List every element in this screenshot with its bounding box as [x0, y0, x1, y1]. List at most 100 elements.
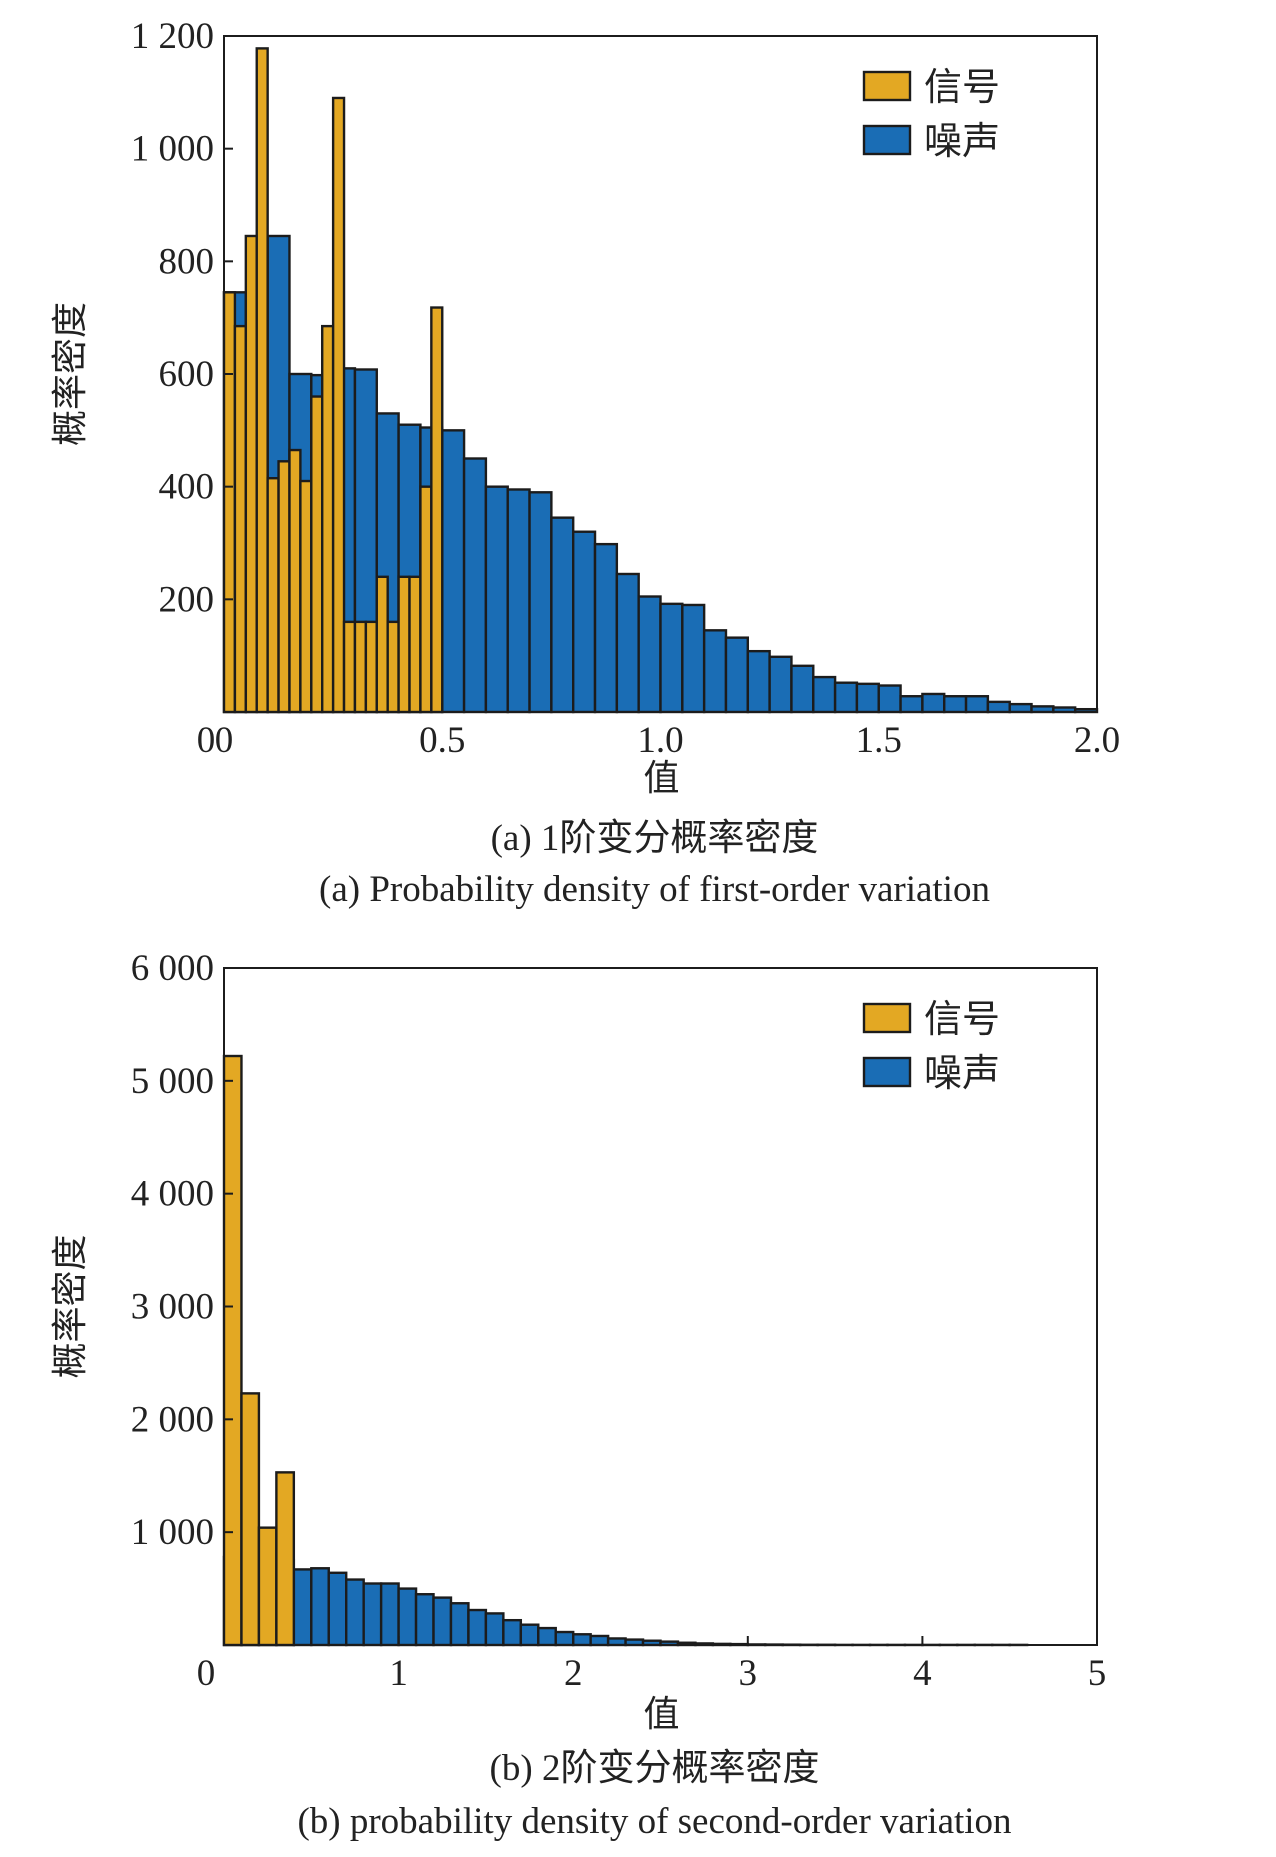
noise-bar	[310, 1567, 330, 1647]
signal-bar	[310, 395, 324, 714]
legend-swatch-noise	[862, 1056, 912, 1088]
noise-bar	[554, 1630, 575, 1647]
signal-bar	[240, 1392, 261, 1647]
noise-bar	[921, 692, 946, 714]
signal-bar	[408, 575, 422, 714]
y-tick-label: 200	[159, 579, 215, 620]
series-noise	[222, 1555, 1029, 1647]
noise-bar	[986, 700, 1011, 714]
x-tick-label: 1	[389, 1653, 408, 1694]
noise-bar	[899, 695, 924, 714]
signal-bar	[255, 47, 269, 714]
x-tick-label: 2	[564, 1653, 583, 1694]
signal-bar	[275, 1471, 296, 1647]
noise-bar	[414, 1593, 435, 1647]
y-tick-label: 1 000	[131, 129, 214, 170]
signal-bar	[266, 477, 280, 714]
legend-label-signal: 信号	[924, 997, 1000, 1041]
noise-bar	[345, 1578, 365, 1647]
noise-bar	[833, 681, 859, 714]
signal-bar	[299, 479, 313, 714]
signal-bar	[430, 306, 444, 714]
noise-bar	[589, 1634, 610, 1647]
y-tick-label: 400	[159, 467, 215, 508]
x-origin-label: 0	[197, 1653, 216, 1694]
legend-swatch-noise	[862, 124, 912, 156]
signal-bar	[222, 1054, 243, 1647]
noise-bar	[943, 695, 968, 714]
x-tick-label: 4	[913, 1653, 932, 1694]
signal-bar	[386, 620, 400, 714]
legend-label-signal: 信号	[924, 65, 1000, 109]
y-tick-label: 2 000	[131, 1399, 214, 1440]
noise-bar	[746, 649, 771, 714]
x-tick-label: 0	[215, 720, 234, 761]
noise-bar	[724, 636, 749, 714]
noise-bar	[519, 1623, 540, 1647]
noise-bar	[550, 516, 575, 714]
chart-2: 1 000 2 000 3 000 4 000 5 000 6 000 0 1 2 3 4 5 值 概率密…	[50, 948, 1106, 1842]
noise-bar	[462, 457, 488, 714]
y-tick-label: 5 000	[131, 1061, 214, 1102]
noise-bar	[877, 684, 902, 714]
noise-bar	[432, 1596, 453, 1647]
y-axis-label: 概率密度	[50, 1234, 91, 1378]
noise-bar	[1008, 702, 1033, 714]
series-signal	[222, 1054, 296, 1647]
noise-bar	[593, 542, 619, 714]
signal-bar	[331, 96, 346, 714]
x-origin-label: 0	[197, 720, 216, 761]
signal-bar	[222, 291, 237, 714]
noise-bar	[615, 572, 640, 714]
y-tick-label: 6 000	[131, 948, 214, 989]
noise-bar	[790, 664, 815, 714]
noise-bar	[441, 429, 466, 714]
legend-label-noise: 噪声	[924, 119, 1000, 163]
caption-cn: (a) 1阶变分概率密度	[491, 817, 819, 859]
noise-bar	[528, 491, 553, 714]
caption-cn: (b) 2阶变分概率密度	[490, 1747, 820, 1789]
noise-bar	[327, 1571, 348, 1647]
noise-bar	[681, 603, 706, 714]
signal-bar	[342, 620, 357, 714]
signal-bar	[321, 324, 335, 714]
noise-bar	[292, 1568, 313, 1647]
signal-bar	[233, 324, 248, 714]
signal-bar	[419, 485, 433, 714]
noise-bar	[572, 530, 597, 714]
noise-bar	[449, 1602, 470, 1647]
x-tick-label: 3	[739, 1653, 758, 1694]
signal-bar	[397, 575, 411, 714]
x-axis-label: 值	[643, 1694, 679, 1735]
noise-bar	[537, 1626, 557, 1647]
noise-bar	[506, 488, 531, 714]
noise-bar	[572, 1633, 592, 1647]
noise-bar	[467, 1608, 488, 1647]
x-axis-label: 值	[643, 758, 679, 799]
noise-bar	[484, 485, 509, 714]
y-tick-label: 1 200	[131, 16, 214, 57]
series-signal	[222, 47, 444, 714]
legend-label-noise: 噪声	[924, 1051, 1000, 1095]
noise-bar	[659, 602, 684, 714]
noise-bar	[362, 1582, 383, 1647]
y-axis-label: 概率密度	[50, 302, 91, 446]
x-tick-label: 1.5	[856, 720, 902, 761]
noise-bar	[484, 1612, 505, 1647]
y-tick-label: 1 000	[131, 1512, 214, 1553]
noise-bar	[964, 695, 990, 714]
caption-en: (a) Probability density of first-order v…	[319, 869, 990, 910]
signal-bar	[353, 620, 368, 714]
signal-bar	[288, 448, 302, 714]
y-tick-label: 3 000	[131, 1287, 214, 1328]
legend-swatch-signal	[862, 70, 912, 102]
noise-bar	[502, 1618, 523, 1647]
signal-bar	[364, 620, 378, 714]
noise-bar	[702, 629, 728, 714]
x-tick-label: 5	[1088, 1653, 1107, 1694]
caption-en: (b) probability density of second-order …	[297, 1801, 1011, 1842]
noise-bar	[397, 1587, 418, 1647]
y-tick-label: 4 000	[131, 1174, 214, 1215]
y-tick-label: 600	[159, 354, 215, 395]
